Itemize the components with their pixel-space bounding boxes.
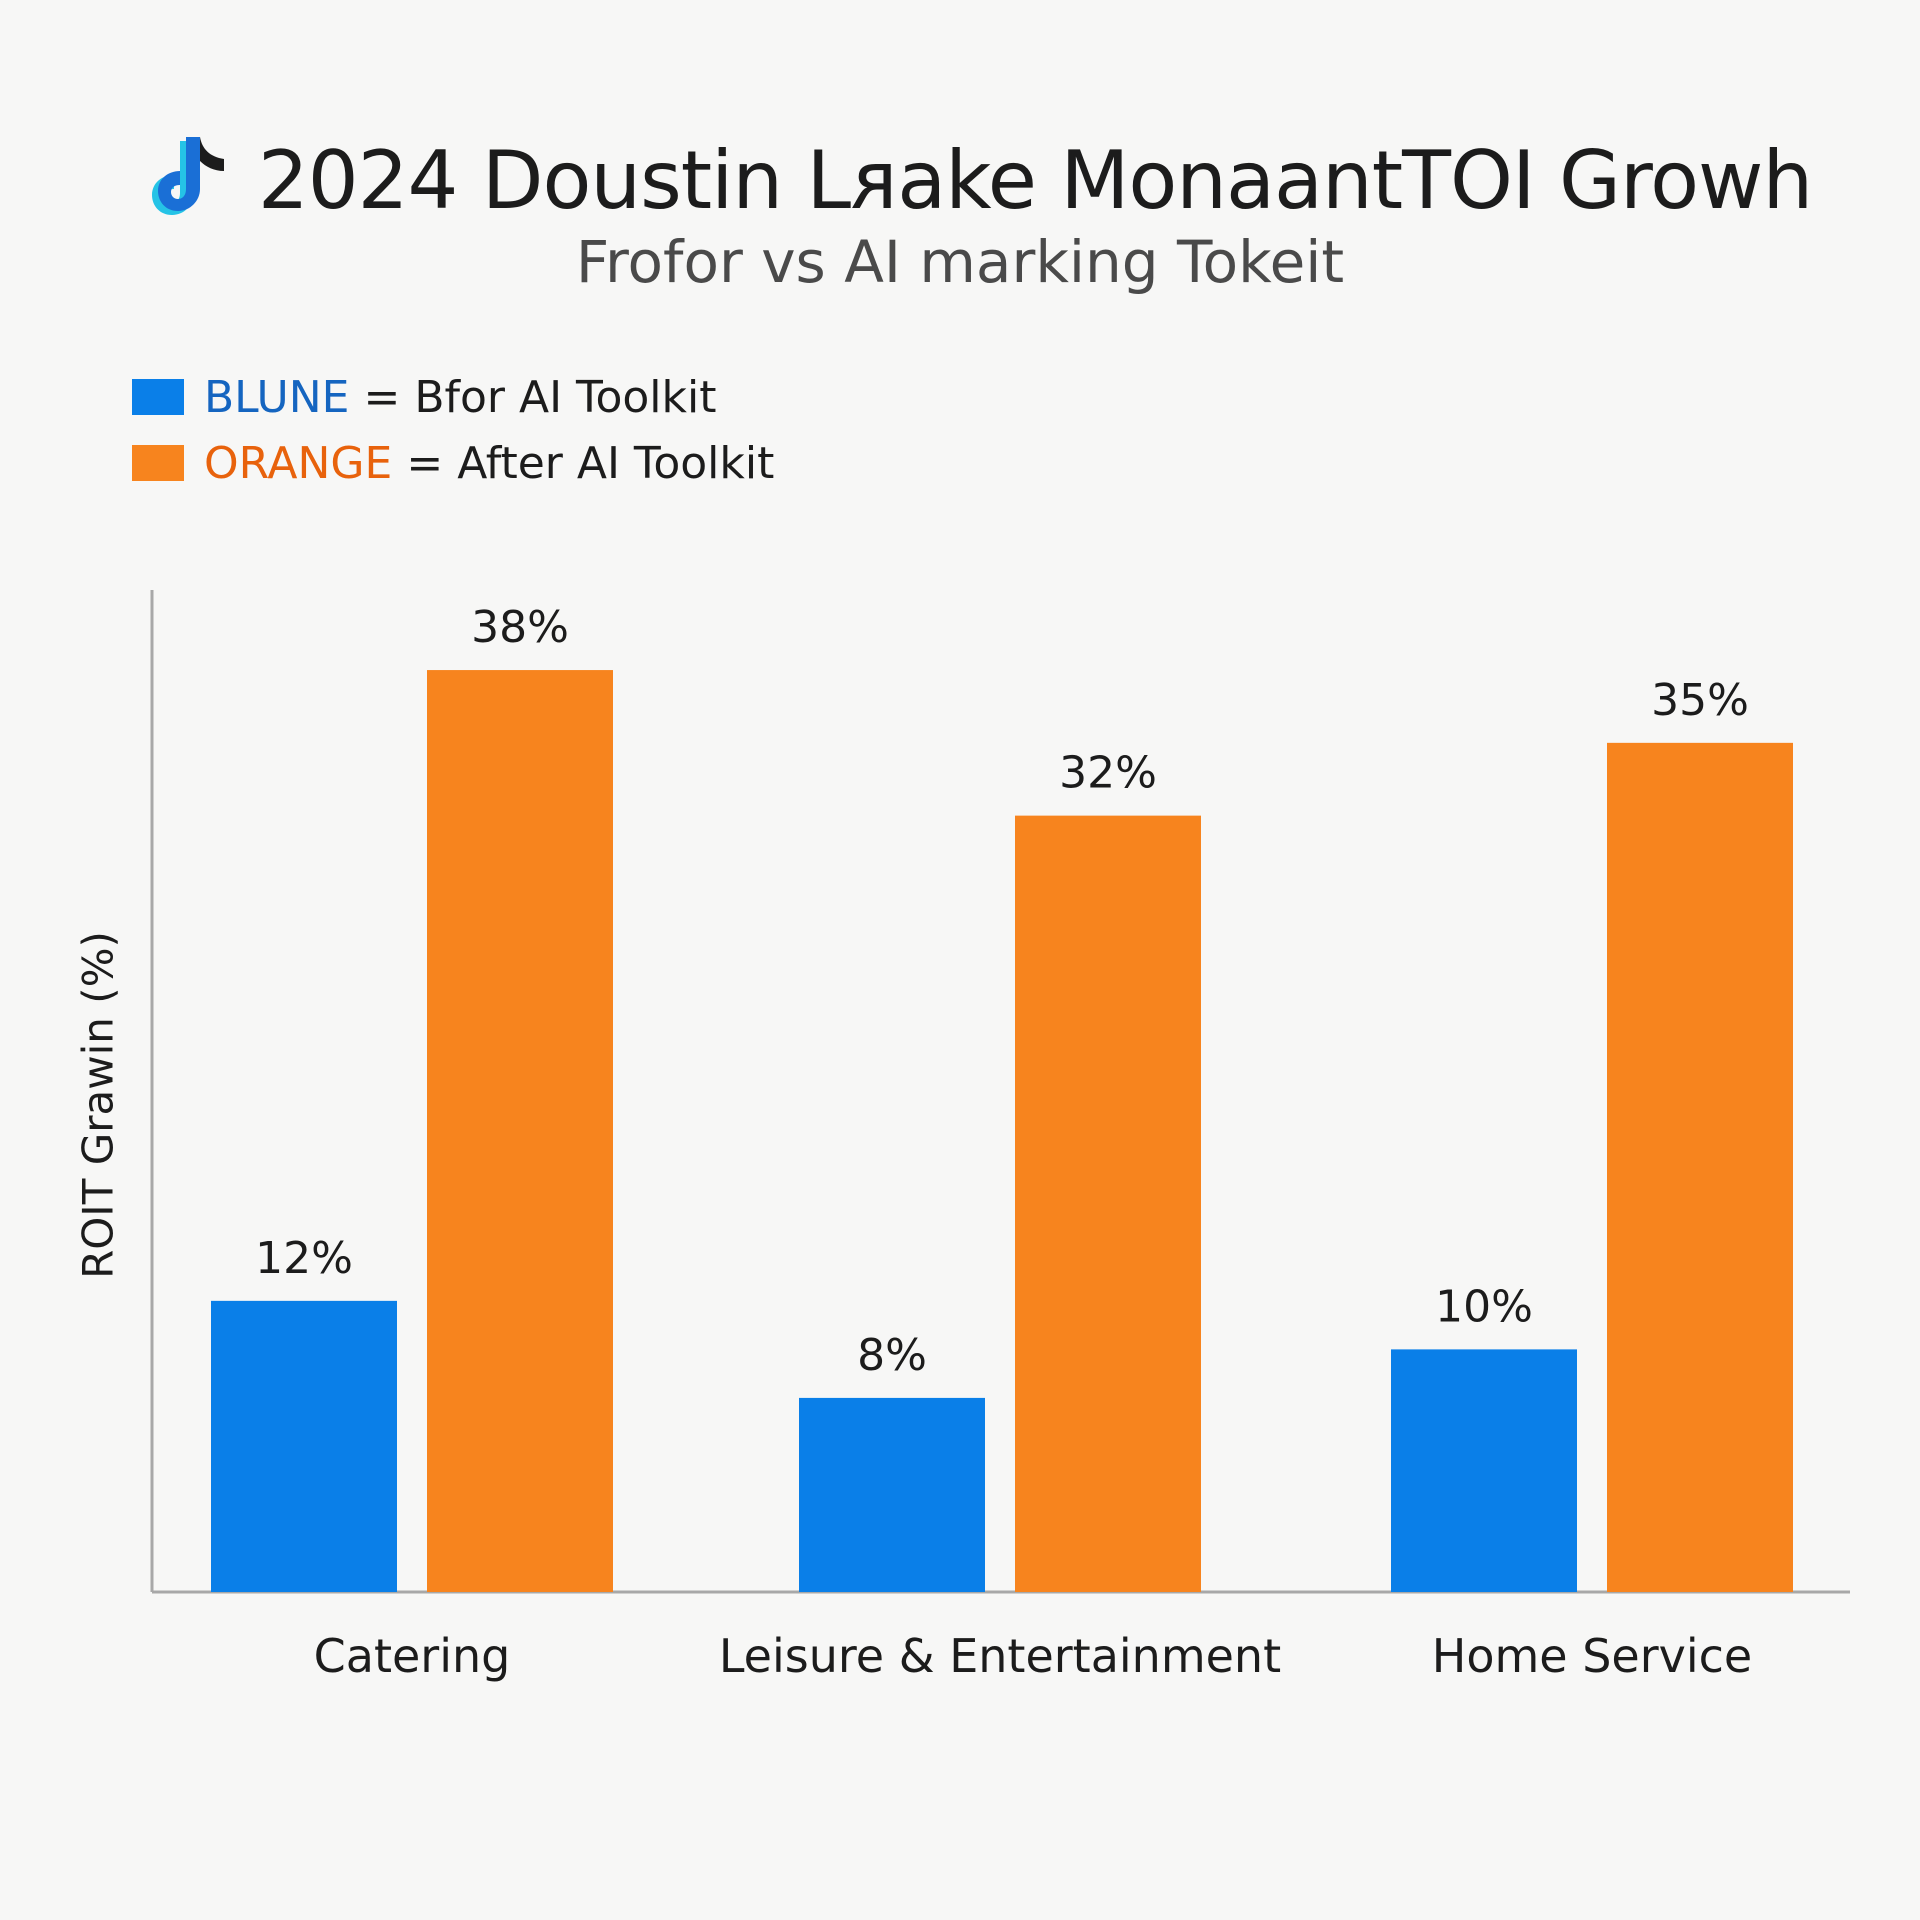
x-tick-label: Catering — [314, 1629, 511, 1683]
legend: BLUNE = Bfor AI Toolkit ORANGE = After A… — [132, 364, 774, 496]
legend-key-blue: BLUNE — [204, 371, 350, 423]
chart-subtitle: Frofor vs AI marking Tokeit — [575, 228, 1345, 296]
bar-after-0 — [427, 670, 613, 1592]
legend-desc-after: After AI Toolkit — [457, 437, 775, 489]
x-tick-label: Leisure & Entertainment — [719, 1629, 1281, 1683]
data-label: 12% — [255, 1233, 353, 1284]
data-label: 32% — [1059, 748, 1157, 799]
bar-after-2 — [1607, 742, 1793, 1592]
bars — [211, 670, 1793, 1592]
title-row: 2024 Doustin Lᴙake MonaantTOI Growh — [140, 130, 1820, 230]
legend-item-after: ORANGE = After AI Toolkit — [132, 430, 774, 496]
legend-key-orange: ORANGE — [204, 437, 393, 489]
bar-before-1 — [799, 1397, 985, 1592]
legend-equals: = — [406, 437, 444, 489]
bar-after-1 — [1015, 815, 1201, 1592]
legend-desc-before: Bfor AI Toolkit — [414, 371, 717, 423]
bar-before-0 — [211, 1300, 397, 1592]
douyin-logo-icon — [151, 137, 224, 215]
data-label: 8% — [857, 1330, 927, 1381]
legend-equals: = — [363, 371, 401, 423]
data-label: 10% — [1435, 1281, 1533, 1332]
axes — [150, 590, 1850, 1594]
legend-swatch-orange — [132, 445, 184, 481]
data-label: 38% — [471, 602, 569, 653]
data-label: 35% — [1651, 675, 1749, 726]
labels: 12% 38% Catering 8% 32% Leisure & Entertainme… — [255, 602, 1752, 1683]
x-tick-label: Home Service — [1432, 1629, 1752, 1683]
legend-swatch-blue — [132, 379, 184, 415]
legend-item-before: BLUNE = Bfor AI Toolkit — [132, 364, 774, 430]
chart-title: 2024 Doustin Lᴙake MonaantTOI Growh — [257, 133, 1813, 227]
bar-before-2 — [1391, 1349, 1577, 1592]
